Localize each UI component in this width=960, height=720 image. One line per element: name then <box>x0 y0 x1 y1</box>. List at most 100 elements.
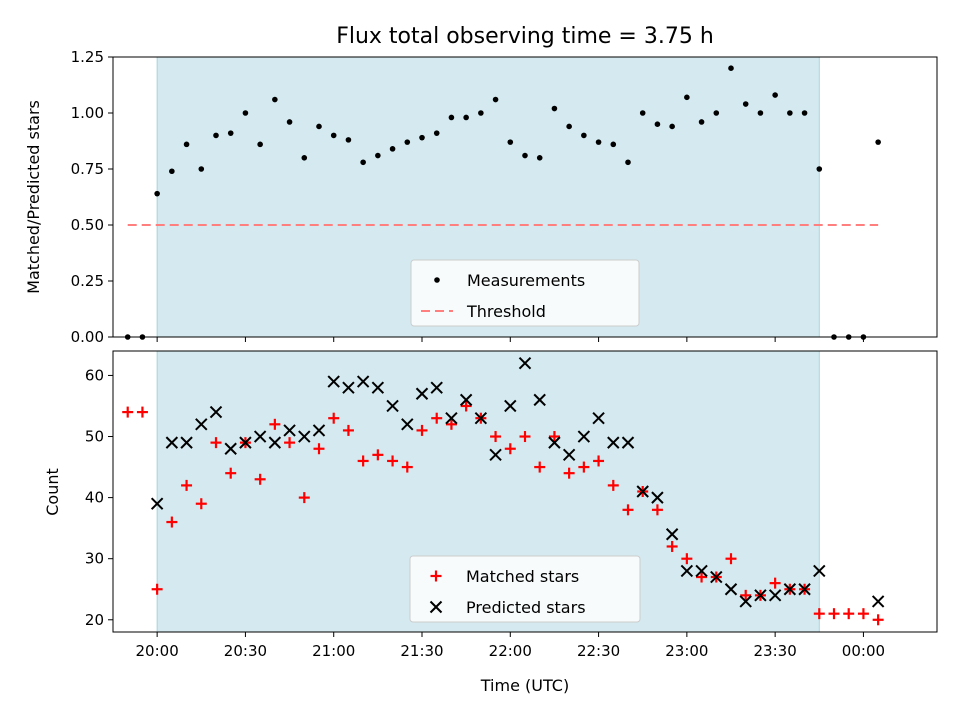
y-tick-label: 0.75 <box>71 160 104 178</box>
predicted-star-point <box>768 589 782 602</box>
measurement-point <box>684 94 690 101</box>
x-stroke-b <box>209 405 223 419</box>
measurement-point <box>816 166 823 172</box>
measurement-point <box>463 114 469 121</box>
measurement-point <box>330 132 337 139</box>
x-stroke-b <box>754 589 767 602</box>
y-tick-label: 40 <box>85 489 104 507</box>
predicted-star-point <box>739 595 752 608</box>
matched-star-point <box>122 406 134 418</box>
measurement-point <box>183 141 190 148</box>
x-stroke-b <box>445 411 458 425</box>
matched-star-point <box>357 455 369 467</box>
x-stroke-b <box>165 436 179 449</box>
predicted-star-point <box>695 564 708 578</box>
x-stroke-b <box>386 399 399 413</box>
measurement-point <box>169 168 175 175</box>
matched-star-point <box>740 589 752 601</box>
matched-star-point <box>166 516 178 528</box>
y-tick-label: 1.00 <box>71 104 104 122</box>
x-stroke-b <box>621 436 635 449</box>
measurement-point <box>772 92 778 98</box>
predicted-star-point <box>562 448 576 462</box>
matched-star-point <box>857 608 869 620</box>
matched-star-point <box>490 431 502 443</box>
x-stroke-b <box>562 448 576 462</box>
y-tick-label: 0.00 <box>71 328 104 346</box>
matched-star-point <box>828 608 840 620</box>
measurement-point <box>742 101 749 107</box>
legend: Matched stars Predicted stars <box>409 555 641 623</box>
measurement-point <box>757 110 764 116</box>
matched-star-point <box>563 467 575 479</box>
x-stroke-b <box>489 448 502 462</box>
x-tick-label: 22:30 <box>577 642 620 660</box>
predicted-star-point <box>518 357 532 370</box>
predicted-star-point <box>474 411 488 425</box>
x-tick-label: 22:00 <box>489 642 532 660</box>
matched-star-point <box>460 400 472 412</box>
legend-label: Predicted stars <box>466 598 586 617</box>
x-stroke-b <box>518 357 532 370</box>
x-stroke-b <box>415 387 429 400</box>
measurement-point <box>551 105 558 112</box>
predicted-star-point <box>607 436 620 449</box>
predicted-star-point <box>813 564 826 578</box>
predicted-star-point <box>636 485 649 498</box>
predicted-star-point <box>356 375 370 388</box>
measurement-point <box>154 190 160 197</box>
matched-star-point <box>813 608 825 620</box>
matched-star-point <box>593 455 605 467</box>
matched-star-point <box>607 479 619 491</box>
predicted-star-point <box>504 399 517 413</box>
y-axis-label-top: Matched/Predicted stars <box>24 100 43 294</box>
y-tick-label: 60 <box>85 366 104 384</box>
x-tick-label: 21:30 <box>400 642 443 660</box>
x-stroke-b <box>695 564 708 578</box>
predicted-star-point <box>209 405 223 419</box>
matched-star-point <box>195 498 207 510</box>
measurement-point <box>375 152 381 159</box>
matched-star-point <box>372 449 384 461</box>
x-tick-label: 00:00 <box>842 642 885 660</box>
measurement-point <box>448 114 455 121</box>
x-stroke-b <box>651 491 664 504</box>
chart-title: Flux total observing time = 3.75 h <box>336 24 714 49</box>
x-tick-label: 21:00 <box>312 642 355 660</box>
measurement-point <box>581 132 587 139</box>
x-stroke-b <box>268 436 282 449</box>
matched-star-point <box>298 492 310 504</box>
x-stroke-b <box>356 375 370 388</box>
measurement-point <box>389 146 396 152</box>
predicted-star-point <box>298 430 311 443</box>
legend-label: Measurements <box>467 271 585 290</box>
matched-star-point <box>578 461 590 473</box>
predicted-star-point <box>489 448 502 462</box>
matched-star-point <box>210 437 222 449</box>
x-stroke-b <box>739 595 752 608</box>
measurement-point <box>728 65 734 71</box>
measurement-point <box>360 159 366 166</box>
x-stroke-b <box>224 442 237 455</box>
y-tick-label: 20 <box>85 611 104 629</box>
x-stroke-b <box>239 436 252 449</box>
predicted-star-point <box>533 393 546 407</box>
matched-star-point <box>387 455 399 467</box>
matched-star-point <box>622 504 634 516</box>
x-tick-label: 23:00 <box>665 642 708 660</box>
predicted-star-point <box>239 436 252 449</box>
measurement-point <box>698 119 705 125</box>
predicted-star-point <box>253 430 267 443</box>
x-stroke-b <box>592 411 605 425</box>
x-stroke-b <box>298 430 311 443</box>
x-stroke-b <box>342 381 355 394</box>
matched-star-point <box>328 412 340 424</box>
predicted-star-point <box>165 436 179 449</box>
x-stroke-b <box>607 436 620 449</box>
x-stroke-b <box>871 595 885 608</box>
x-stroke-b <box>195 418 208 431</box>
bottom-panel: 20 30 40 50 60 20:00 20:30 21:00 21:30 22:00 22:30… <box>85 350 938 660</box>
x-stroke-b <box>798 583 811 596</box>
x-stroke-b <box>253 430 267 443</box>
measurement-point <box>286 119 293 125</box>
